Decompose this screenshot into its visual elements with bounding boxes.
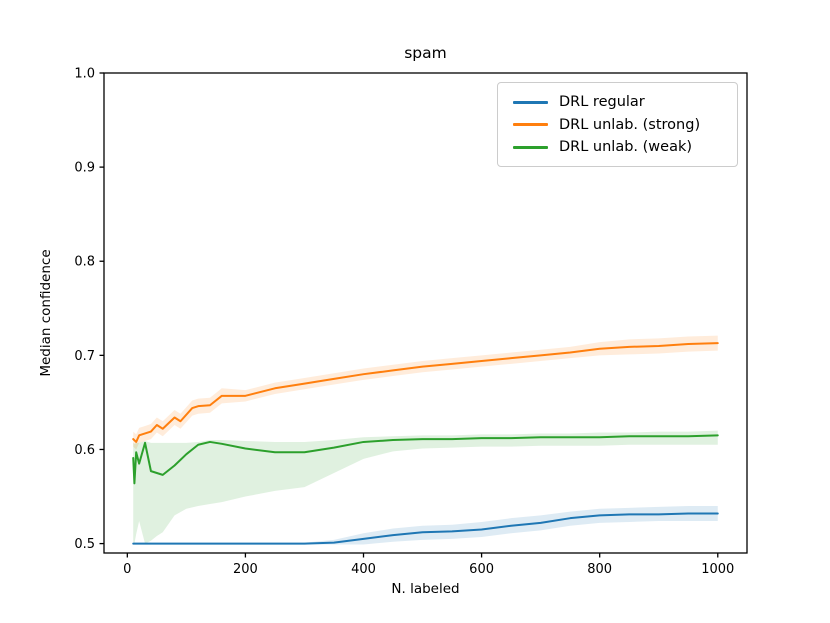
y-tick-label: 0.9 xyxy=(74,161,95,176)
x-tick-label: 0 xyxy=(123,562,131,577)
y-axis-label: Median confidence xyxy=(38,249,54,377)
legend-label: DRL unlab. (weak) xyxy=(559,139,693,155)
legend-item-drl-regular: DRL regular xyxy=(508,91,727,113)
series-line-drl-unlab-strong xyxy=(132,342,719,443)
plot-border xyxy=(103,72,748,554)
legend-line-swatch xyxy=(513,100,548,104)
series-line-drl-unlab-weak xyxy=(132,434,719,485)
legend-item-drl-unlab-strong: DRL unlab. (strong) xyxy=(508,114,727,136)
x-axis-label: N. labeled xyxy=(391,581,460,597)
y-tick-label: 0.8 xyxy=(74,255,95,270)
series-band-drl-unlab-strong xyxy=(133,335,718,450)
legend-label: DRL regular xyxy=(559,94,645,110)
x-tick-label: 600 xyxy=(469,562,494,577)
y-tick-label: 1.0 xyxy=(74,67,95,82)
chart-title: spam xyxy=(404,44,447,62)
x-tick-label: 200 xyxy=(233,562,258,577)
legend: DRL regular DRL unlab. (strong) DRL unlab.… xyxy=(497,82,738,167)
series-line-drl-regular xyxy=(132,512,719,545)
y-tick-label: 0.6 xyxy=(74,443,95,458)
x-tick-label: 800 xyxy=(587,562,612,577)
legend-label: DRL unlab. (strong) xyxy=(559,116,701,133)
legend-line-swatch xyxy=(513,145,548,149)
legend-item-drl-unlab-weak: DRL unlab. (weak) xyxy=(508,136,727,158)
series-band-drl-unlab-weak xyxy=(133,430,718,544)
series-band-drl-regular xyxy=(133,505,718,545)
y-tick-label: 0.5 xyxy=(74,537,95,552)
y-tick-label: 0.7 xyxy=(74,349,95,364)
x-tick-label: 1000 xyxy=(701,562,734,577)
x-tick-label: 400 xyxy=(351,562,376,577)
legend-line-swatch xyxy=(513,123,548,126)
